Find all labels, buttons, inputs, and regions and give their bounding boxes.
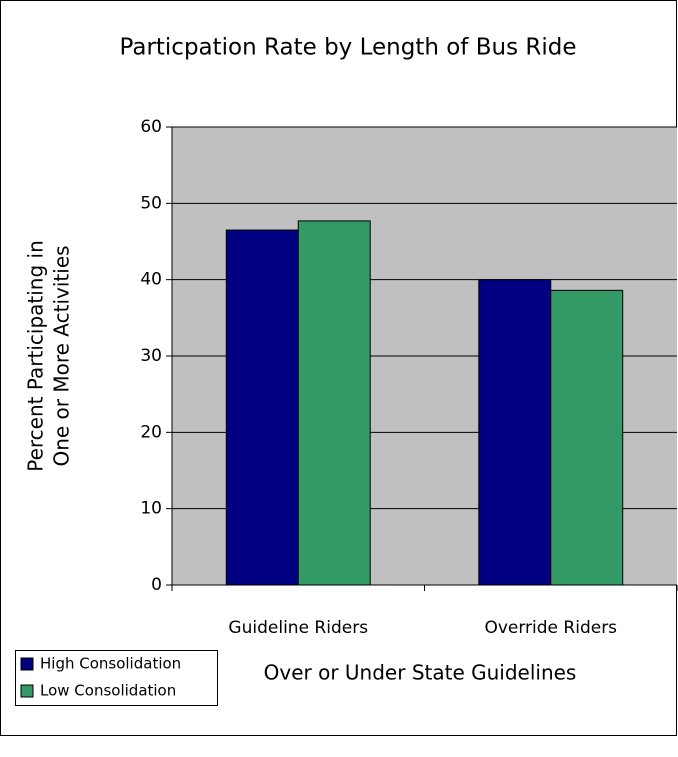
legend-swatch <box>20 684 34 698</box>
y-tick-label: 20 <box>140 422 162 442</box>
y-tick-label: 10 <box>140 499 162 519</box>
bar <box>478 279 552 586</box>
x-tick-label: Override Riders <box>484 618 617 638</box>
bar <box>297 220 371 586</box>
y-tick-label: 60 <box>140 117 162 137</box>
legend-label: High Consolidation <box>40 655 181 673</box>
bar <box>550 289 624 586</box>
x-tick-label: Guideline Riders <box>228 618 368 638</box>
y-axis-label-line: One or More Activities <box>50 245 74 466</box>
legend-box <box>15 650 218 706</box>
y-axis-label: Percent Participating in One or More Act… <box>24 240 74 472</box>
y-tick-label: 30 <box>140 346 162 366</box>
y-tick-label: 40 <box>140 270 162 290</box>
y-axis-label-line: Percent Participating in <box>24 240 48 472</box>
legend-label: Low Consolidation <box>40 682 176 700</box>
chart-title: Particpation Rate by Length of Bus Ride <box>120 35 577 61</box>
y-tick-label: 0 <box>151 575 162 595</box>
y-tick-label: 50 <box>140 193 162 213</box>
legend-swatch <box>20 657 34 671</box>
x-axis-label: Over or Under State Guidelines <box>264 661 577 685</box>
bar <box>225 229 299 586</box>
